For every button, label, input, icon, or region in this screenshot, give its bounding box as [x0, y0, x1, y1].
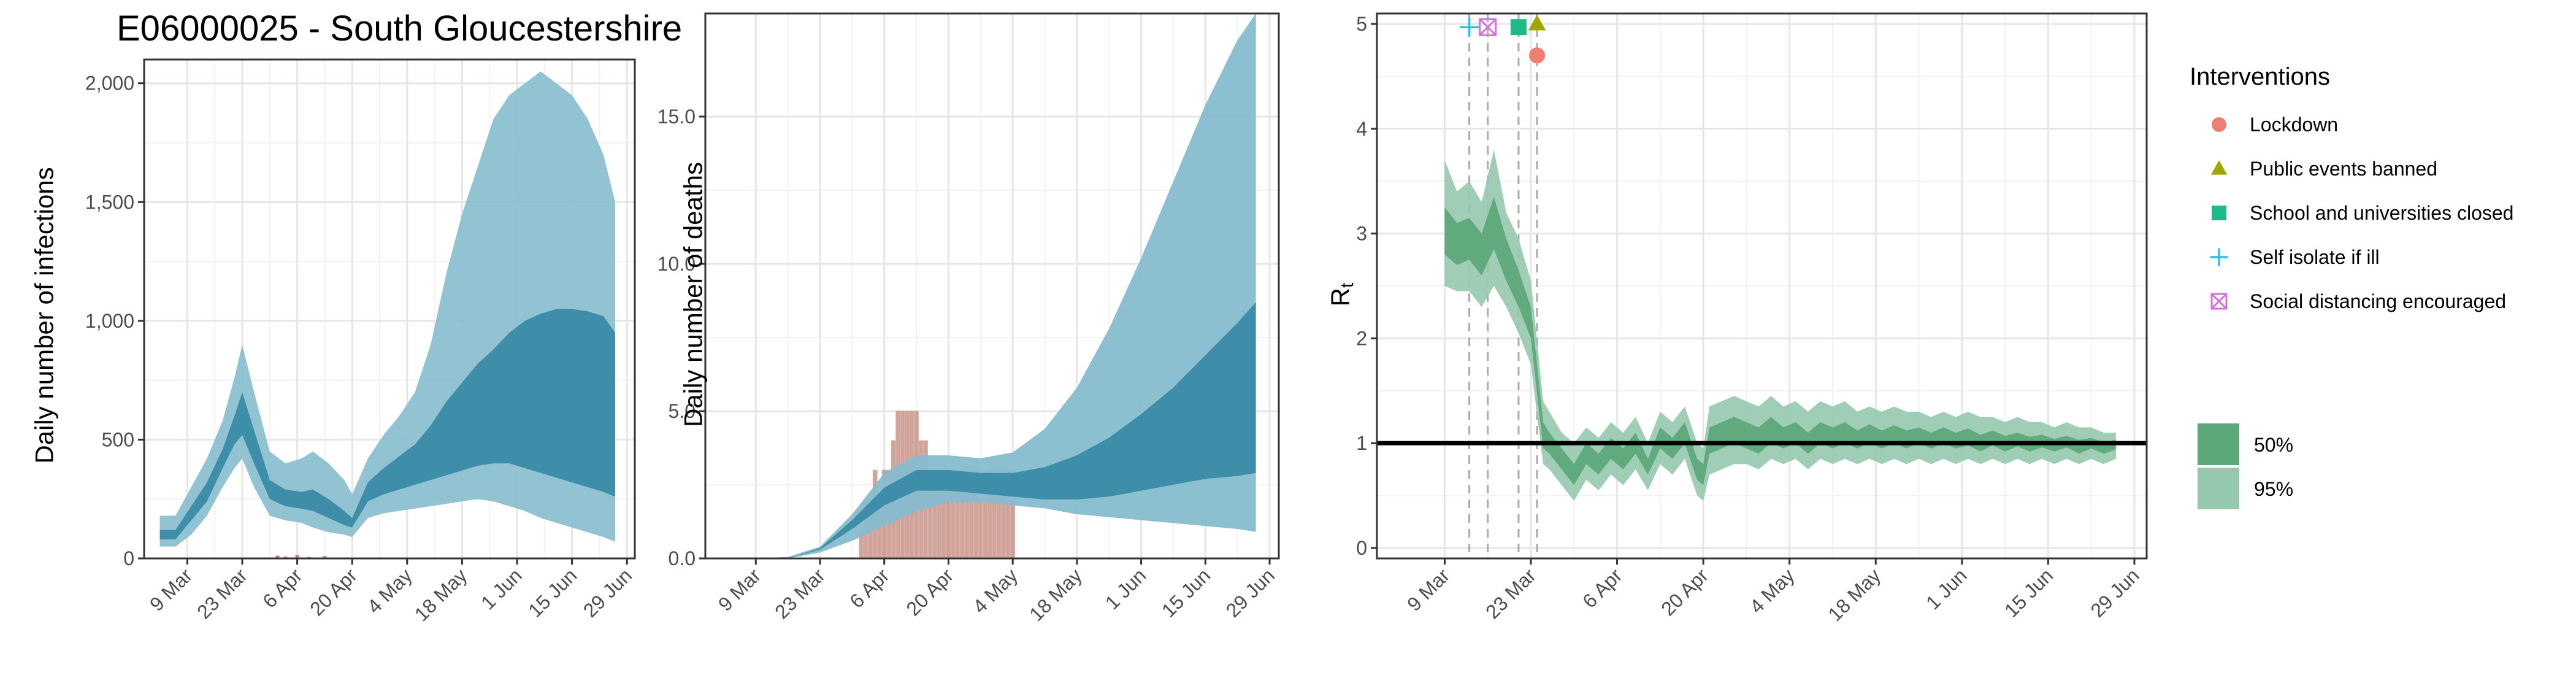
y-axis-title: Daily number of infections — [29, 167, 58, 463]
chart-title: E06000025 - South Gloucestershire — [117, 9, 682, 48]
legend-label: Social distancing encouraged — [2250, 290, 2506, 312]
y-tick-label: 3 — [1356, 223, 1367, 245]
y-tick-label: 1,000 — [85, 310, 134, 332]
x-tick-label: 20 Apr — [902, 564, 958, 620]
y-axis-title: Daily number of deaths — [678, 162, 707, 427]
case-bar — [275, 555, 280, 558]
y-tick-label: 0 — [123, 547, 134, 569]
x-tick-label: 6 Apr — [1578, 564, 1627, 612]
x-tick-label: 15 Jun — [2000, 564, 2057, 621]
y-tick-label: 500 — [102, 428, 134, 450]
x-tick-label: 9 Mar — [1403, 564, 1454, 615]
band-50 — [723, 302, 1256, 558]
y-tick-label: 4 — [1356, 118, 1367, 140]
intervention-marker-circle — [1529, 47, 1546, 64]
y-tick-label: 2 — [1356, 327, 1367, 349]
x-tick-label: 18 May — [1824, 564, 1885, 625]
x-tick-label: 15 Jun — [524, 564, 581, 621]
band-50 — [159, 309, 616, 540]
x-tick-label: 23 Mar — [770, 564, 829, 623]
x-tick-label: 6 Apr — [258, 564, 307, 612]
death-bar — [983, 499, 988, 559]
y-axis-title: Rt — [1325, 282, 1357, 306]
x-tick-label: 1 Jun — [1922, 564, 1971, 614]
deaths-panel: 0.0 5.0 10.0 15.0 9 Mar 23 Mar 6 Apr 20 Apr 4 Ma… — [657, 12, 1280, 625]
x-tick-label: 23 Mar — [1481, 564, 1540, 623]
legend-band-key — [2198, 423, 2239, 465]
panel-border — [143, 58, 636, 560]
legend-band-key — [2198, 468, 2239, 509]
x-tick-label: 29 Jun — [1222, 564, 1279, 621]
y-axis-title-subscript: t — [1337, 282, 1357, 288]
legend-title: Interventions — [2190, 63, 2330, 90]
x-tick-label: 29 Jun — [2086, 564, 2143, 621]
x-tick-label: 4 May — [363, 564, 416, 617]
x-tick-label: 20 Apr — [305, 564, 361, 620]
legend-key-triangle — [2210, 160, 2228, 175]
x-tick-label: 9 Mar — [145, 564, 197, 615]
legend-label: Self isolate if ill — [2250, 246, 2380, 268]
panel-border — [1376, 12, 2148, 560]
y-tick-label: 10.0 — [657, 253, 696, 275]
legend-band-label: 50% — [2254, 434, 2293, 456]
legend-label: School and universities closed — [2250, 202, 2513, 224]
y-tick-label: 15.0 — [657, 106, 696, 128]
y-tick-label: 1 — [1356, 432, 1367, 454]
legend-key-boxcross — [2210, 293, 2228, 310]
rt-panel: 0 1 2 3 4 5 9 Mar 23 Mar 6 Apr 20 Apr 4 May 18 May 1… — [1325, 12, 2148, 625]
y-tick-label: 0.0 — [669, 547, 696, 569]
legend-band-label: 95% — [2254, 478, 2293, 500]
x-tick-label: 1 Jun — [477, 564, 526, 614]
x-tick-label: 4 May — [968, 564, 1022, 617]
y-tick-label: 1,500 — [85, 191, 134, 213]
band-50 — [1444, 196, 2116, 485]
x-tick-label: 23 Mar — [193, 564, 251, 623]
x-tick-label: 18 May — [410, 564, 472, 625]
case-bar — [295, 555, 299, 558]
x-tick-label: 29 Jun — [579, 564, 636, 621]
legend-key-boxcross — [2210, 293, 2228, 310]
x-tick-label: 6 Apr — [845, 564, 894, 612]
case-bar — [323, 556, 327, 558]
band-95 — [723, 14, 1256, 558]
y-tick-label: 5 — [1356, 13, 1367, 35]
intervention-marker-plus — [1460, 17, 1479, 37]
x-tick-label: 18 May — [1025, 564, 1086, 625]
x-tick-label: 1 Jun — [1101, 564, 1151, 614]
panel-border — [704, 12, 1280, 560]
legend-label: Public events banned — [2250, 158, 2437, 180]
y-tick-label: 5.0 — [669, 400, 696, 422]
legend-label: Lockdown — [2250, 114, 2338, 136]
intervention-marker-triangle — [1528, 15, 1546, 31]
intervention-marker-boxcross — [1479, 18, 1497, 36]
x-tick-label: 4 May — [1746, 564, 1799, 617]
case-bar — [283, 556, 288, 558]
y-tick-label: 0 — [1356, 537, 1367, 559]
intervention-marker-square — [1510, 19, 1527, 36]
death-bar — [978, 499, 983, 559]
legend: Interventions Lockdown Public events bann… — [2190, 63, 2513, 509]
x-tick-label: 9 Mar — [714, 564, 765, 615]
legend-key-plus — [2210, 248, 2228, 266]
legend-key-circle — [2212, 117, 2226, 132]
x-tick-label: 15 Jun — [1157, 564, 1214, 621]
legend-key-square — [2212, 206, 2226, 220]
x-tick-label: 20 Apr — [1657, 564, 1712, 620]
y-tick-label: 2,000 — [85, 72, 134, 95]
intervention-marker-boxcross — [1479, 18, 1497, 36]
